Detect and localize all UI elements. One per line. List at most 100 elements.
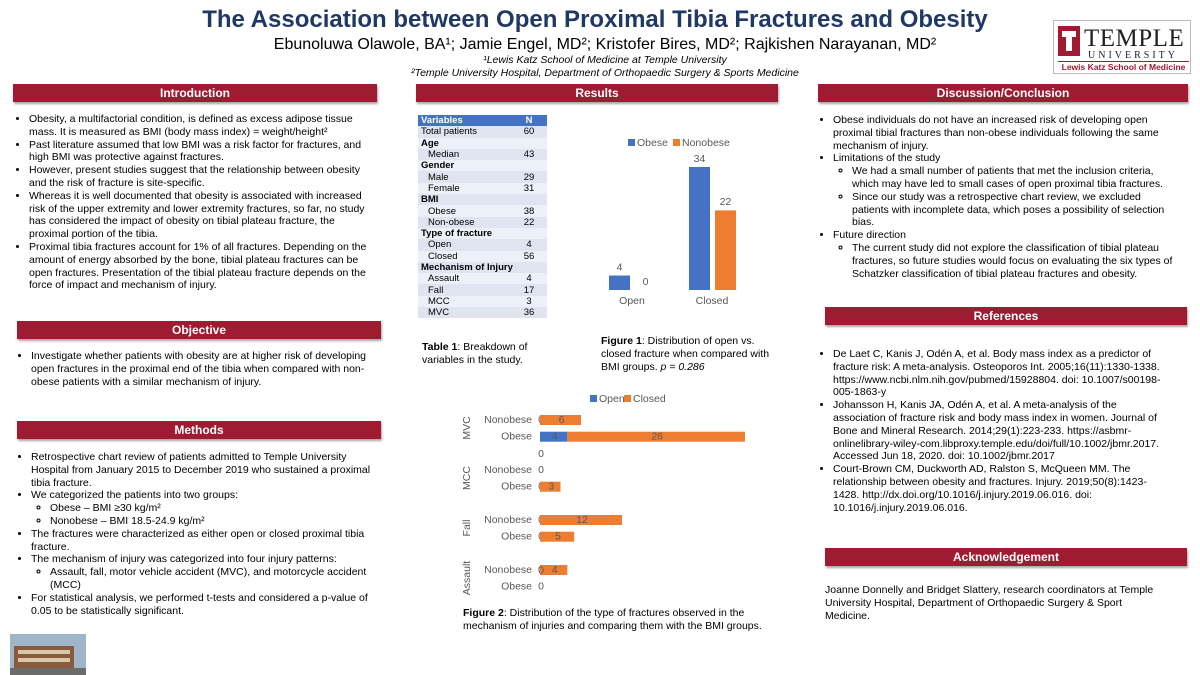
header-cell: Variables (418, 115, 511, 127)
label-cell: Fall (418, 284, 511, 296)
y-tick-label: Nonobese (484, 514, 532, 526)
photo-windows (18, 650, 70, 654)
legend-label: Closed (633, 393, 666, 405)
bullet: Court-Brown CM, Duckworth AD, Ralston S,… (833, 463, 1163, 514)
sub-list: We had a small number of patients that m… (833, 165, 1180, 229)
sub-list: Obese – BMI ≥30 kg/m²Nonobese – BMI 18.5… (31, 502, 378, 528)
bullet-list: De Laet C, Kanis J, Odén A, et al. Body … (818, 348, 1163, 514)
sub-bullet: Since our study was a retrospective char… (852, 191, 1180, 229)
data-label: 4 (617, 261, 623, 273)
poster-title: The Association between Open Proximal Ti… (202, 6, 988, 33)
section-heading: Objective (17, 321, 381, 339)
value-cell: 29 (511, 171, 547, 183)
value-cell: 60 (511, 126, 547, 138)
table-row: Male 29 (418, 171, 547, 183)
bullet-text: Limitations of the study (833, 152, 941, 165)
data-label: 26 (651, 430, 663, 442)
sub-list: Assault, fall, motor vehicle accident (M… (31, 566, 378, 592)
sub-bullet: Obese – BMI ≥30 kg/m² (50, 502, 378, 515)
group-cell: Mechanism of Injury (418, 261, 547, 274)
sub-bullet: The current study did not explore the cl… (852, 242, 1180, 280)
y-tick-label: Obese (501, 580, 532, 592)
logo-school: Lewis Katz School of Medicine (1058, 61, 1189, 72)
data-label: 6 (559, 414, 565, 426)
y-tick-label: Obese (501, 480, 532, 492)
table-row: Gender (418, 160, 547, 172)
table-row: Female 31 (418, 182, 547, 195)
section-heading: Introduction (13, 84, 377, 102)
bullet: The fractures were characterized as eith… (31, 528, 378, 554)
sub-bullet: Assault, fall, motor vehicle accident (M… (50, 566, 378, 592)
legend-label: Nonobese (682, 137, 730, 149)
affiliation: ²Temple University Hospital, Department … (411, 67, 799, 79)
section-body: Retrospective chart review of patients a… (16, 451, 378, 617)
y-tick-label: Obese (501, 530, 532, 542)
bullet: Retrospective chart review of patients a… (31, 451, 378, 489)
data-label: 4 (552, 564, 558, 576)
caption-italic: p = 0.286 (660, 361, 705, 373)
label-cell: Non-obese (418, 216, 511, 228)
data-label: 4 (552, 430, 558, 442)
bullet-text: We categorized the patients into two gro… (31, 489, 239, 502)
sub-bullet: Nonobese – BMI 18.5-24.9 kg/m² (50, 515, 378, 528)
table-row: Age (418, 137, 547, 149)
caption-text: : Distribution of open vs. closed fractu… (601, 335, 770, 373)
table-row: BMI (418, 194, 547, 206)
bar-segment (540, 515, 622, 525)
affiliation: ¹Lewis Katz School of Medicine at Temple… (483, 54, 727, 66)
group-label: Fall (461, 520, 473, 537)
bullet: We categorized the patients into two gro… (31, 489, 378, 527)
legend-swatch (673, 139, 680, 146)
section-heading: Acknowledgement (825, 548, 1187, 566)
table-row: Mechanism of Injury (418, 261, 547, 274)
value-cell: 38 (511, 205, 547, 217)
caption-label: Table 1 (422, 341, 458, 353)
bar-segment (540, 415, 581, 425)
bullet-list: Obese individuals do not have an increas… (818, 114, 1180, 280)
acknowledgement-text: Joanne Donnelly and Bridget Slattery, re… (825, 584, 1154, 622)
label-cell: Obese (418, 205, 511, 217)
section-body: Obese individuals do not have an increas… (818, 114, 1180, 280)
y-tick-label: Nonobese (484, 414, 532, 426)
y-tick-label: Obese (501, 430, 532, 442)
label-cell: Open (418, 239, 511, 251)
group-cell: BMI (418, 194, 547, 206)
logo-mark (1058, 26, 1080, 56)
group-cell: Gender (418, 160, 547, 172)
section-heading: Results (416, 84, 778, 102)
label-cell: Male (418, 171, 511, 183)
caption-text: : Distribution of the type of fractures … (463, 607, 762, 632)
table-row: Obese 38 (418, 205, 547, 217)
bullet: The mechanism of injury was categorized … (31, 553, 378, 591)
data-label: 12 (576, 514, 588, 526)
data-label: 34 (694, 153, 706, 165)
bullet: For statistical analysis, we performed t… (31, 592, 378, 618)
value-cell: 36 (511, 307, 547, 319)
value-cell: 4 (511, 239, 547, 251)
data-label: 0 (538, 580, 544, 592)
building-photo (10, 634, 86, 675)
bullet-text: Future direction (833, 229, 906, 242)
y-tick-label: Nonobese (484, 464, 532, 476)
value-cell: 43 (511, 148, 547, 161)
bullet-text: The mechanism of injury was categorized … (31, 553, 337, 566)
table-row: Fall 17 (418, 284, 547, 296)
data-label: 0 (538, 448, 544, 460)
table-row: Closed 56 (418, 250, 547, 262)
group-label: MCC (461, 466, 473, 490)
bullet: Proximal tibia fractures account for 1% … (29, 241, 374, 292)
section-heading: Discussion/Conclusion (818, 84, 1188, 102)
section-body: Obesity, a multifactorial condition, is … (14, 113, 374, 292)
bullet: Past literature assumed that low BMI was… (29, 139, 374, 165)
caption-text: : Breakdown of variables in the study. (422, 341, 528, 366)
table-header: Variables N (418, 115, 547, 127)
bar-segment (540, 531, 575, 542)
section-body: Investigate whether patients with obesit… (16, 350, 376, 388)
section-heading: Methods (17, 421, 381, 439)
table-row: Total patients 60 (418, 126, 547, 138)
value-cell: 17 (511, 284, 547, 296)
figure-caption: Figure 1: Distribution of open vs. close… (601, 335, 781, 374)
bar (689, 167, 710, 290)
caption-label: Figure 1 (601, 335, 642, 347)
